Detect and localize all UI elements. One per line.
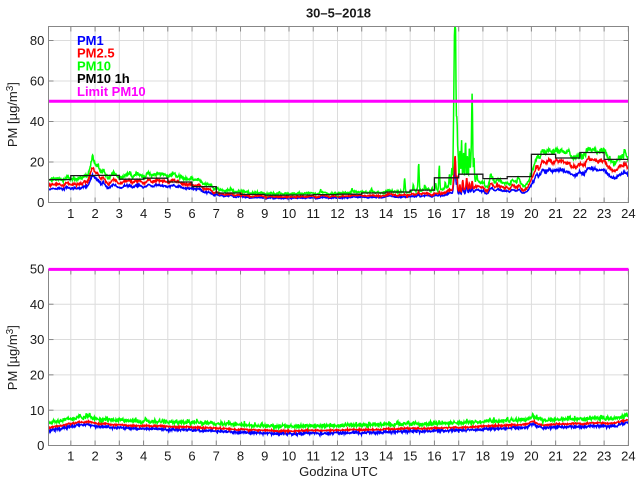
- svg-text:19: 19: [500, 449, 514, 464]
- svg-text:Godzina UTC: Godzina UTC: [299, 464, 378, 479]
- svg-text:20: 20: [30, 155, 44, 170]
- svg-text:9: 9: [261, 206, 268, 221]
- svg-text:3: 3: [116, 449, 123, 464]
- svg-text:18: 18: [476, 206, 490, 221]
- svg-text:40: 40: [30, 297, 44, 312]
- svg-text:10: 10: [282, 206, 296, 221]
- svg-text:2: 2: [91, 449, 98, 464]
- svg-text:0: 0: [37, 438, 44, 453]
- svg-text:20: 20: [524, 206, 538, 221]
- svg-text:PM2.5: PM2.5: [77, 46, 115, 61]
- svg-text:12: 12: [330, 449, 344, 464]
- svg-text:6: 6: [188, 206, 195, 221]
- svg-text:7: 7: [213, 449, 220, 464]
- svg-text:4: 4: [140, 206, 147, 221]
- svg-text:17: 17: [451, 449, 465, 464]
- svg-text:7: 7: [213, 206, 220, 221]
- svg-text:8: 8: [237, 206, 244, 221]
- svg-text:10: 10: [282, 449, 296, 464]
- svg-text:20: 20: [30, 368, 44, 383]
- svg-text:14: 14: [379, 449, 393, 464]
- svg-text:19: 19: [500, 206, 514, 221]
- svg-text:16: 16: [427, 206, 441, 221]
- svg-text:0: 0: [37, 195, 44, 210]
- svg-text:15: 15: [403, 449, 417, 464]
- svg-text:PM10 1h: PM10 1h: [77, 71, 130, 86]
- svg-text:8: 8: [237, 449, 244, 464]
- svg-text:PM [µg/m3]: PM [µg/m3]: [5, 325, 20, 390]
- svg-text:24: 24: [621, 206, 635, 221]
- svg-text:6: 6: [188, 449, 195, 464]
- svg-text:14: 14: [379, 206, 393, 221]
- svg-text:13: 13: [354, 206, 368, 221]
- svg-text:60: 60: [30, 74, 44, 89]
- svg-text:4: 4: [140, 449, 147, 464]
- svg-text:24: 24: [621, 449, 635, 464]
- svg-text:13: 13: [354, 449, 368, 464]
- svg-text:11: 11: [306, 206, 320, 221]
- svg-text:PM10: PM10: [77, 58, 111, 73]
- svg-text:2: 2: [91, 206, 98, 221]
- svg-text:16: 16: [427, 449, 441, 464]
- svg-text:PM [µg/m3]: PM [µg/m3]: [5, 82, 20, 147]
- svg-text:5: 5: [164, 206, 171, 221]
- svg-text:22: 22: [573, 449, 587, 464]
- svg-text:15: 15: [403, 206, 417, 221]
- svg-text:23: 23: [597, 206, 611, 221]
- svg-text:9: 9: [261, 449, 268, 464]
- svg-text:30: 30: [30, 332, 44, 347]
- svg-text:10: 10: [30, 403, 44, 418]
- svg-text:1: 1: [67, 449, 74, 464]
- svg-text:21: 21: [548, 206, 562, 221]
- svg-text:17: 17: [451, 206, 465, 221]
- svg-text:22: 22: [573, 206, 587, 221]
- svg-text:Limit PM10: Limit PM10: [77, 84, 146, 99]
- svg-text:30–5–2018: 30–5–2018: [306, 5, 371, 20]
- svg-text:40: 40: [30, 114, 44, 129]
- svg-text:50: 50: [30, 262, 44, 277]
- svg-text:23: 23: [597, 449, 611, 464]
- svg-text:5: 5: [164, 449, 171, 464]
- svg-text:80: 80: [30, 33, 44, 48]
- svg-text:18: 18: [476, 449, 490, 464]
- svg-text:3: 3: [116, 206, 123, 221]
- svg-text:20: 20: [524, 449, 538, 464]
- svg-text:12: 12: [330, 206, 344, 221]
- svg-text:1: 1: [67, 206, 74, 221]
- svg-text:PM1: PM1: [77, 33, 104, 48]
- svg-text:11: 11: [306, 449, 320, 464]
- svg-text:21: 21: [548, 449, 562, 464]
